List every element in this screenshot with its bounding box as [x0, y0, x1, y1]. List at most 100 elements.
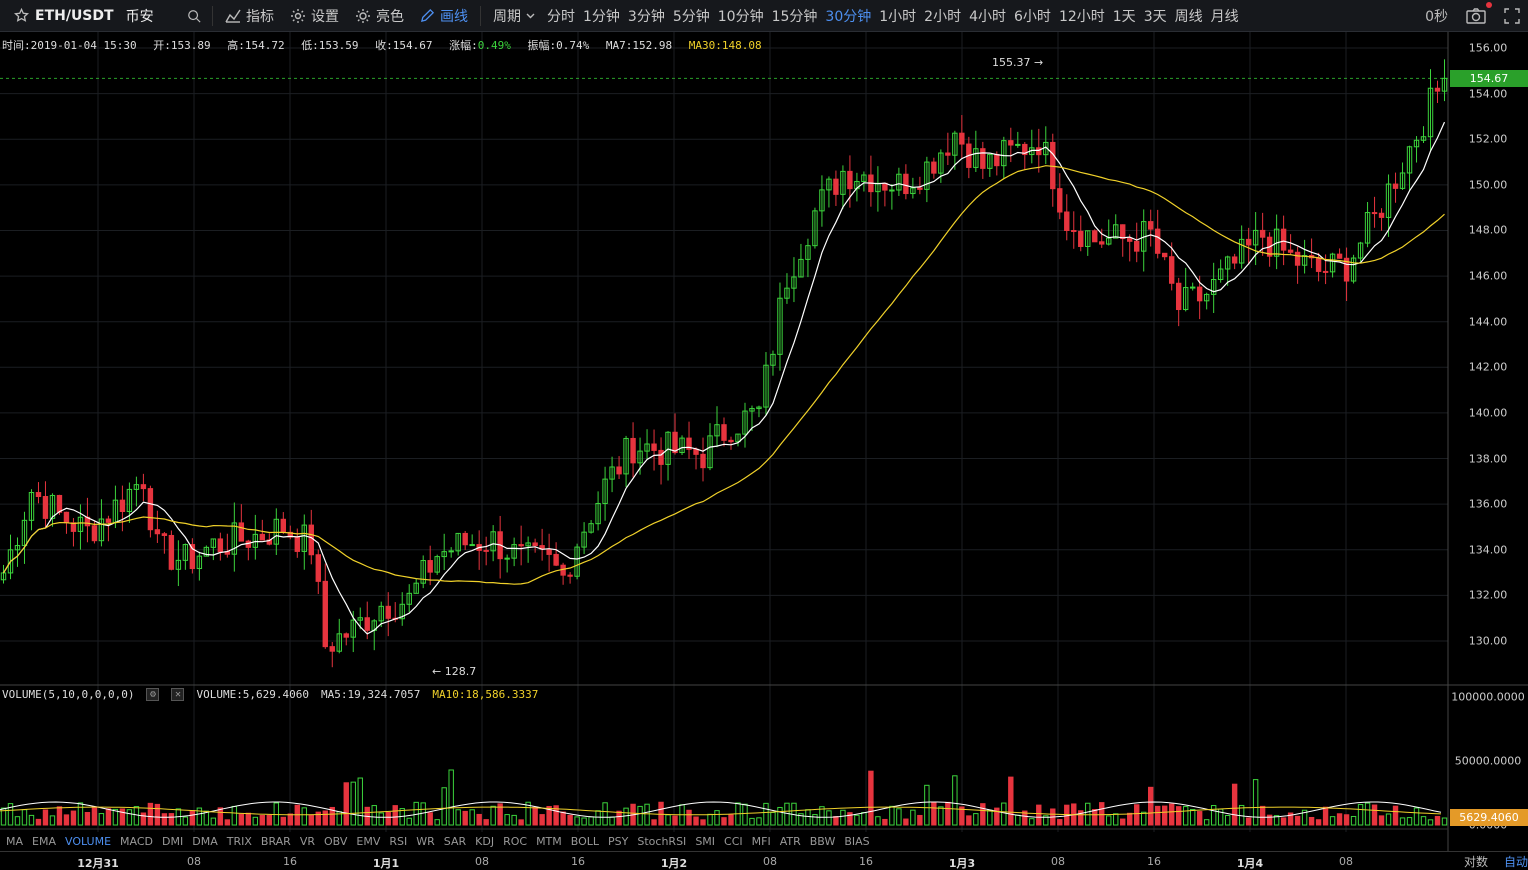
indicator-tab[interactable]: WR: [416, 835, 435, 848]
volume-bar: [483, 819, 489, 826]
volume-bar: [280, 816, 287, 826]
candle-body: [728, 439, 734, 443]
period-tab[interactable]: 4小时: [969, 8, 1007, 25]
candle-body: [889, 189, 895, 192]
period-tab[interactable]: 6小时: [1014, 8, 1051, 25]
volume-bar: [847, 812, 853, 826]
indicator-tab[interactable]: BBW: [809, 835, 836, 848]
candle-body: [364, 617, 370, 631]
indicator-tab[interactable]: MACD: [120, 835, 154, 848]
period-tab[interactable]: 1小时: [879, 8, 917, 25]
candle-body: [945, 152, 951, 156]
fullscreen-button[interactable]: [1496, 0, 1528, 32]
period-menu-button[interactable]: 周期: [485, 0, 543, 32]
indicator-tab[interactable]: BIAS: [844, 835, 870, 848]
period-tab[interactable]: 周线: [1174, 8, 1203, 25]
candle-body: [1057, 188, 1063, 213]
indicator-tab[interactable]: MFI: [751, 835, 771, 848]
candle-body: [42, 496, 49, 519]
candle-body: [658, 449, 664, 465]
indicator-tab[interactable]: DMA: [192, 835, 218, 848]
volume-bar: [511, 814, 517, 826]
period-tab[interactable]: 10分钟: [717, 8, 764, 25]
candle-body: [1099, 241, 1105, 245]
period-tab[interactable]: 2小时: [924, 8, 962, 25]
indicator-tab[interactable]: PSY: [608, 835, 629, 848]
candle-body: [952, 132, 958, 156]
indicator-tab[interactable]: EMA: [32, 835, 56, 848]
search-button[interactable]: [180, 0, 208, 32]
price-tick-label: 152.00: [1468, 132, 1508, 146]
period-tab[interactable]: 12小时: [1058, 8, 1105, 25]
indicator-tab[interactable]: OBV: [324, 835, 348, 848]
brightness-button[interactable]: 亮色: [347, 0, 412, 32]
log-scale-button[interactable]: 对数: [1463, 855, 1488, 869]
gear-icon[interactable]: ⚙: [146, 688, 160, 701]
indicator-tab[interactable]: BOLL: [570, 835, 600, 848]
draw-button[interactable]: 画线: [412, 0, 476, 32]
volume-bar: [819, 806, 825, 826]
gear-icon: [291, 8, 305, 23]
fullscreen-icon: [1504, 8, 1520, 24]
indicator-tab[interactable]: KDJ: [475, 835, 495, 848]
indicator-tab[interactable]: ROC: [503, 835, 528, 848]
volume-bar: [707, 813, 713, 826]
settings-button[interactable]: 设置: [282, 0, 347, 32]
indicator-tab[interactable]: StochRSI: [637, 835, 687, 848]
volume-ma10-line: [0, 806, 1442, 816]
chart-canvas[interactable]: [0, 32, 1528, 851]
volume-bars: [0, 769, 1448, 826]
indicator-tab[interactable]: EMV: [356, 835, 381, 848]
candle-body: [252, 533, 259, 548]
candle-body: [1301, 255, 1308, 266]
volume-bar: [1203, 819, 1210, 826]
candle-body: [1189, 286, 1196, 289]
indicator-tab[interactable]: DMI: [162, 835, 184, 848]
volume-bar: [1406, 817, 1413, 826]
indicator-tab[interactable]: MTM: [536, 835, 562, 848]
volume-bar: [371, 805, 377, 826]
indicator-tab[interactable]: ATR: [779, 835, 801, 848]
candle-body: [679, 437, 685, 454]
info-change-value: 0.49%: [477, 39, 511, 52]
indicator-tab[interactable]: VOLUME: [64, 835, 112, 848]
indicator-tab[interactable]: BRAR: [260, 835, 291, 848]
period-tab[interactable]: 1分钟: [583, 8, 620, 25]
candle-body: [595, 502, 601, 525]
indicator-tab[interactable]: TRIX: [226, 835, 252, 848]
chevron-down-icon: [526, 13, 535, 18]
star-icon[interactable]: [14, 8, 29, 23]
settings-label: 设置: [311, 8, 339, 25]
close-icon[interactable]: ✕: [171, 688, 185, 701]
indicator-tab[interactable]: SMI: [695, 835, 716, 848]
indicators-button[interactable]: 指标: [217, 0, 282, 32]
indicator-tab[interactable]: SAR: [443, 835, 467, 848]
period-tab[interactable]: 15分钟: [771, 8, 818, 25]
period-tab[interactable]: 3分钟: [627, 8, 665, 25]
indicator-tab[interactable]: CCI: [724, 835, 743, 848]
period-tab[interactable]: 5分钟: [672, 8, 710, 25]
indicator-tab[interactable]: RSI: [389, 835, 408, 848]
screenshot-button[interactable]: [1456, 0, 1496, 32]
candle-body: [231, 522, 238, 555]
indicator-tab[interactable]: MA: [6, 835, 24, 848]
period-tab[interactable]: 分时: [547, 8, 575, 25]
volume-bar: [518, 819, 524, 826]
auto-scale-button[interactable]: 自动: [1503, 855, 1528, 869]
period-tab[interactable]: 1天: [1112, 8, 1136, 25]
period-tab[interactable]: 30分钟: [825, 8, 872, 25]
period-tab[interactable]: 3天: [1143, 8, 1167, 25]
volume-bar: [1434, 815, 1441, 826]
volume-bar: [63, 814, 70, 826]
volume-bar: [210, 817, 217, 826]
candle-body: [1280, 228, 1287, 251]
volume-title: VOLUME(5,10,0,0,0,0): [2, 688, 135, 701]
candle-body: [329, 646, 335, 652]
symbol-selector[interactable]: ETH/USDT 币安: [0, 0, 180, 32]
period-tab[interactable]: 月线: [1210, 8, 1239, 25]
indicator-tab[interactable]: VR: [299, 835, 315, 848]
volume-bar: [560, 811, 566, 826]
volume-bar: [70, 810, 77, 826]
candle-body: [133, 484, 140, 490]
candle-body: [105, 518, 112, 523]
